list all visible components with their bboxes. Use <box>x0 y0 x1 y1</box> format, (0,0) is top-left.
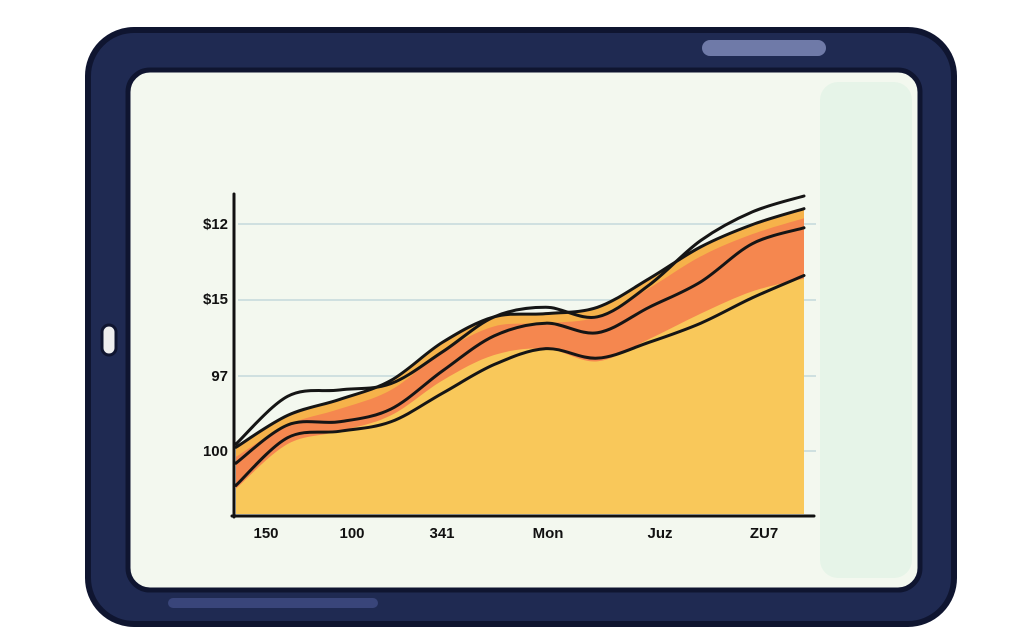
axes <box>230 192 816 519</box>
data-point <box>492 315 496 319</box>
data-point <box>750 210 754 214</box>
data-point <box>802 226 806 230</box>
data-point <box>286 394 290 398</box>
data-point <box>337 388 341 392</box>
data-point <box>286 423 290 427</box>
x-tick-label: 341 <box>429 525 454 542</box>
data-point <box>750 242 754 246</box>
y-tick-labels: $12 $15 97 100 <box>203 216 228 460</box>
data-point <box>802 194 806 198</box>
x-tick-label: Mon <box>533 525 564 542</box>
series-line <box>234 274 806 487</box>
data-point <box>441 391 445 395</box>
series-line <box>234 194 806 446</box>
data-point <box>544 347 548 351</box>
line-series <box>234 194 806 487</box>
screen-glow <box>820 82 912 578</box>
y-tick-label: 100 <box>203 443 228 460</box>
tablet-bottom-highlight <box>168 598 378 608</box>
series-line <box>234 226 806 465</box>
data-point <box>544 305 548 309</box>
data-point <box>492 363 496 367</box>
x-tick-label: 150 <box>253 525 278 542</box>
data-point <box>699 321 703 325</box>
data-point <box>595 356 599 360</box>
data-point <box>389 407 393 411</box>
data-point <box>595 315 599 319</box>
x-tick-label: ZU7 <box>750 525 778 542</box>
data-point <box>492 334 496 338</box>
data-point <box>699 239 703 243</box>
area-series <box>234 207 806 514</box>
data-point <box>544 321 548 325</box>
home-button[interactable] <box>100 323 118 357</box>
data-point <box>389 382 393 386</box>
data-point <box>802 274 806 278</box>
data-point <box>441 369 445 373</box>
y-tick-label: $15 <box>203 291 228 308</box>
data-point <box>286 436 290 440</box>
y-tick-label: $12 <box>203 216 228 233</box>
data-point <box>647 340 651 344</box>
area-outline <box>234 207 806 449</box>
data-point <box>647 283 651 287</box>
data-point <box>337 420 341 424</box>
x-tick-label: Juz <box>647 525 672 542</box>
x-tick-labels: 150 100 341 Mon Juz ZU7 <box>253 525 778 542</box>
y-tick-label: 97 <box>211 368 228 385</box>
data-point <box>699 280 703 284</box>
tablet-top-highlight <box>702 40 826 56</box>
x-tick-label: 100 <box>339 525 364 542</box>
data-point <box>750 296 754 300</box>
data-point <box>337 429 341 433</box>
data-point <box>647 305 651 309</box>
data-point <box>389 420 393 424</box>
data-point <box>441 350 445 354</box>
data-point <box>595 331 599 335</box>
